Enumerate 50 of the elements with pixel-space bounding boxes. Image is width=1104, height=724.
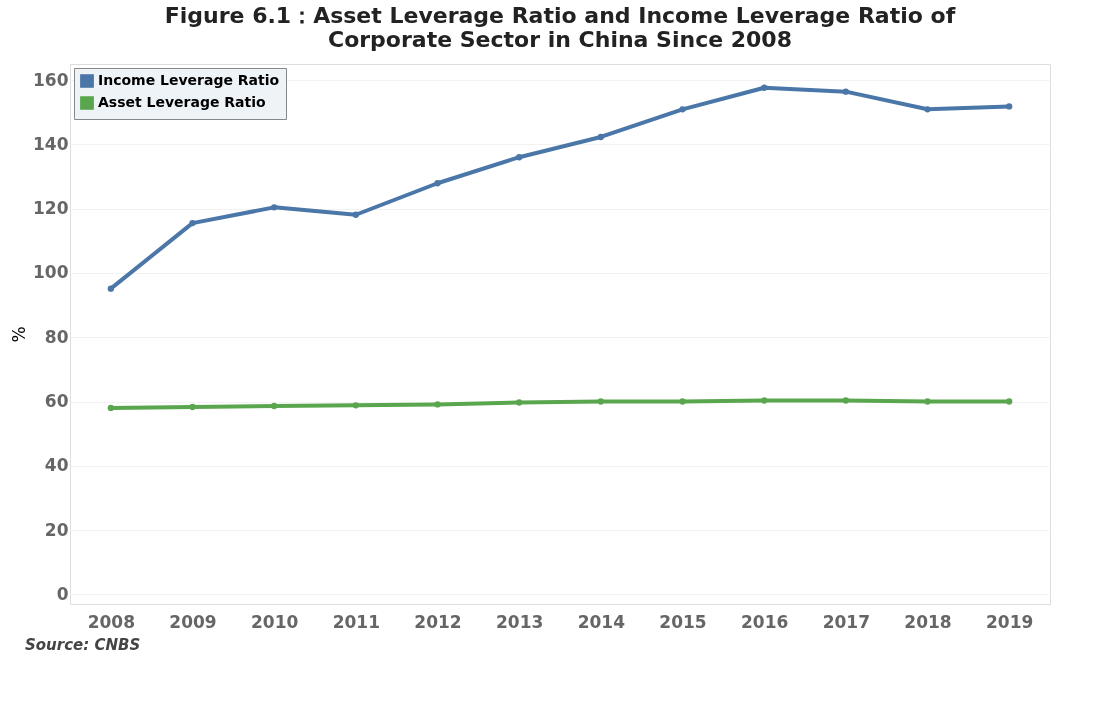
x-tick-label: 2016 [741, 611, 789, 632]
x-tick-label: 2012 [414, 611, 462, 632]
point [679, 398, 686, 405]
point [189, 403, 196, 411]
point [679, 106, 686, 113]
point [597, 398, 604, 405]
x-tick-label: 2018 [904, 611, 952, 632]
x-tick-label: 2011 [332, 611, 380, 632]
x-tick-label: 2013 [496, 611, 544, 632]
y-axis-title: % [9, 326, 30, 343]
point [761, 84, 768, 91]
point [842, 397, 849, 404]
point [924, 398, 931, 405]
point [761, 397, 768, 404]
point [434, 180, 441, 187]
point [516, 399, 523, 406]
point [271, 204, 278, 211]
point [842, 88, 849, 95]
y-tick-label: 40 [44, 455, 69, 476]
x-tick-label: 2019 [986, 611, 1034, 632]
point [924, 106, 931, 113]
point [1006, 103, 1013, 110]
y-tick-label: 120 [33, 198, 69, 219]
legend-label: Asset Leverage Ratio [98, 94, 267, 110]
point [352, 402, 359, 409]
y-tick-label: 100 [33, 262, 69, 283]
point [352, 211, 359, 218]
x-tick-label: 2009 [169, 611, 217, 632]
x-tick-label: 2014 [577, 611, 626, 632]
x-tick-label: 2017 [822, 611, 870, 632]
point [597, 133, 604, 141]
point [189, 219, 196, 227]
point [434, 401, 441, 408]
y-tick-label: 20 [44, 519, 69, 540]
point [1006, 398, 1013, 405]
x-tick-label: 2015 [659, 611, 707, 632]
point [271, 402, 278, 410]
point [107, 404, 114, 412]
legend-label: Income Leverage Ratio [98, 72, 280, 88]
y-tick-label: 160 [33, 69, 69, 90]
y-tick-label: 0 [56, 583, 69, 604]
chart-title: Figure 6.1：Asset Leverage Ratio and Income Leverage Ratio of Corporate Sector in China Since 2008 [164, 3, 956, 52]
x-tick-label: 2008 [87, 611, 135, 632]
point [516, 154, 523, 161]
x-tick-label: 2010 [251, 611, 299, 632]
point [107, 285, 114, 292]
y-tick-label: 60 [44, 391, 69, 411]
y-tick-label: 80 [44, 326, 69, 347]
source-note: Source: CNBS [25, 636, 141, 654]
y-tick-label: 140 [33, 133, 69, 154]
